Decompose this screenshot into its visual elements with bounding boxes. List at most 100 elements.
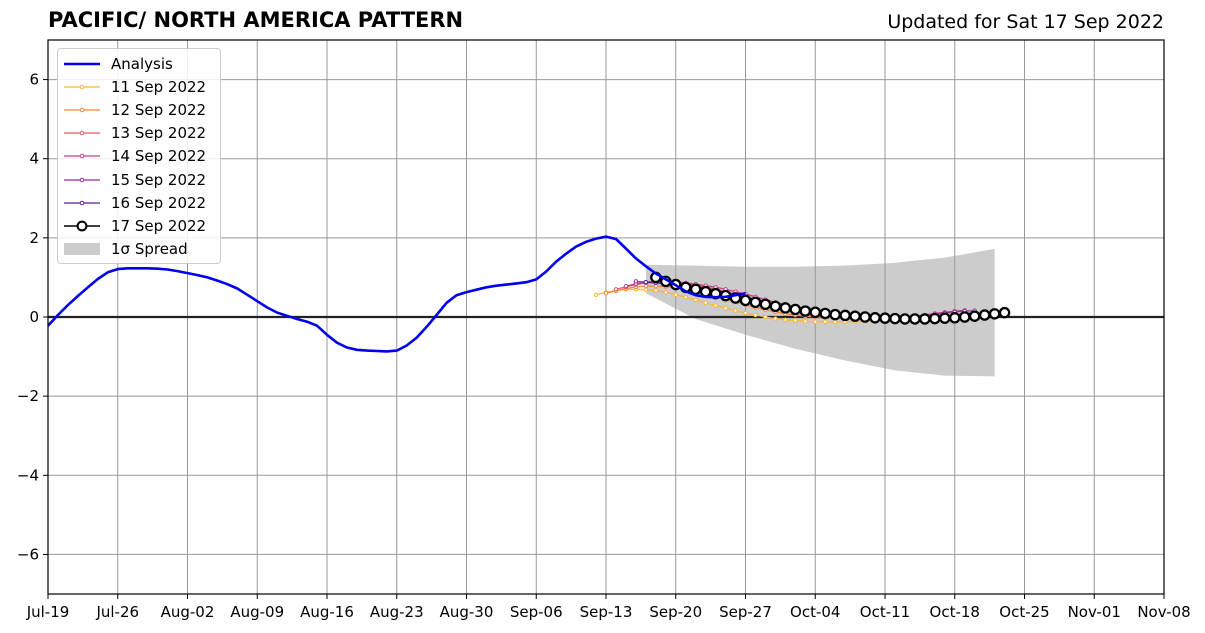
forecast-point-latest	[958, 311, 971, 323]
y-tick-label: −6	[17, 545, 39, 563]
x-tick-label: Sep-06	[510, 603, 563, 621]
forecast-point-latest	[799, 305, 812, 317]
x-tick-label: Aug-09	[230, 603, 284, 621]
forecast-point-latest	[929, 312, 941, 325]
forecast-point-latest	[869, 312, 881, 324]
forecast-point-0	[683, 295, 688, 300]
forecast-point-5	[643, 279, 649, 285]
legend-label: Analysis	[111, 54, 173, 73]
axis-layer: −6 −4 −2 0 2 4 6 Jul-19 Jul-26 Aug-02 Aug-09 Aug-16…	[17, 39, 1191, 621]
chart-title: PACIFIC/ NORTH AMERICA PATTERN	[48, 8, 464, 32]
forecast-point-latest	[909, 313, 921, 325]
y-tick-label: 0	[29, 308, 39, 326]
y-tick-label: −2	[17, 387, 39, 405]
forecast-point-latest	[968, 310, 981, 322]
forecast-point-4	[633, 279, 639, 284]
forecast-point-latest	[859, 311, 871, 323]
chart-subtitle: Updated for Sat 17 Sep 2022	[887, 11, 1164, 33]
legend-label: 14 Sep 2022	[111, 147, 207, 166]
forecast-point-0	[832, 319, 838, 324]
forecast-point-latest	[759, 298, 772, 311]
forecast-point-0	[783, 317, 788, 322]
y-tick-label: −4	[17, 466, 39, 484]
forecast-point-0	[593, 292, 599, 298]
forecast-point-latest	[949, 312, 961, 324]
forecast-point-0	[643, 287, 649, 292]
legend-swatch	[64, 62, 100, 65]
forecast-point-latest	[749, 296, 762, 309]
forecast-point-0	[803, 319, 808, 324]
forecast-point-latest	[988, 308, 1001, 320]
forecast-point-latest	[809, 306, 822, 319]
forecast-point-0	[773, 316, 778, 321]
forecast-point-latest	[939, 312, 951, 324]
legend-label: 17 Sep 2022	[111, 216, 207, 235]
legend-label: 15 Sep 2022	[111, 170, 207, 189]
forecast-point-latest	[849, 310, 861, 322]
legend-entry: 17 Sep 2022	[58, 214, 220, 237]
forecast-point-0	[753, 312, 758, 318]
legend-entry: 14 Sep 2022	[58, 145, 220, 168]
x-tick-label: Oct-04	[790, 603, 840, 621]
legend-swatch	[64, 220, 100, 232]
x-tick-label: Oct-18	[930, 603, 980, 621]
forecast-point-0	[663, 290, 668, 295]
legend-swatch	[64, 107, 100, 113]
forecast-point-0	[763, 314, 768, 320]
legend-entry: 1σ Spread	[58, 238, 220, 261]
legend-entry: 13 Sep 2022	[58, 122, 220, 145]
x-tick-label: Jul-19	[26, 603, 70, 621]
y-tick-label: 4	[29, 150, 39, 168]
forecast-point-latest	[689, 283, 702, 296]
forecast-point-latest	[699, 285, 712, 298]
forecast-point-latest	[839, 309, 851, 322]
forecast-point-latest	[889, 312, 901, 325]
forecast-point-latest	[899, 313, 911, 325]
legend-label: 13 Sep 2022	[111, 124, 207, 143]
forecast-point-0	[813, 319, 818, 324]
legend-label: 1σ Spread	[111, 240, 188, 259]
analysis-line	[47, 235, 746, 353]
legend-swatch	[64, 177, 100, 182]
forecast-point-latest	[919, 313, 931, 325]
x-tick-label: Nov-08	[1137, 603, 1190, 621]
x-tick-label: Sep-13	[580, 603, 633, 621]
x-tick-label: Sep-20	[649, 603, 702, 621]
forecast-point-latest	[879, 312, 891, 324]
forecast-point-0	[693, 297, 698, 303]
forecast-point-1	[603, 291, 609, 296]
x-tick-label: Aug-23	[370, 603, 424, 621]
forecast-point-0	[743, 310, 748, 316]
legend-entry: 15 Sep 2022	[58, 168, 220, 191]
forecast-point-0	[823, 319, 828, 324]
forecast-point-0	[733, 308, 738, 313]
legend-label: 11 Sep 2022	[111, 77, 207, 96]
forecast-point-0	[703, 300, 708, 305]
legend-entry: 16 Sep 2022	[58, 191, 220, 214]
legend-swatch	[64, 84, 100, 90]
forecast-point-latest	[998, 306, 1011, 319]
forecast-point-latest	[829, 308, 841, 321]
x-tick-label: Aug-30	[440, 603, 494, 621]
forecast-point-0	[673, 292, 678, 298]
forecast-point-latest	[819, 307, 831, 320]
x-tick-label: Jul-26	[95, 603, 139, 621]
x-tick-label: Nov-01	[1068, 603, 1121, 621]
legend-swatch	[64, 130, 100, 136]
legend-swatch	[64, 154, 100, 159]
forecast-point-3	[623, 283, 629, 289]
forecast-point-latest	[978, 309, 991, 321]
y-tick-label: 6	[29, 71, 39, 89]
legend-entry: 12 Sep 2022	[58, 98, 220, 121]
legend: Analysis 11 Sep 2022 12 Sep 2022 13 Sep 202…	[57, 48, 221, 264]
x-tick-label: Oct-25	[999, 603, 1049, 621]
forecast-point-latest	[739, 294, 752, 307]
legend-label: 12 Sep 2022	[111, 100, 207, 119]
forecast-point-0	[793, 318, 798, 323]
forecast-point-latest	[779, 302, 792, 314]
forecast-point-latest	[769, 300, 782, 313]
legend-swatch	[64, 200, 100, 206]
forecast-point-2	[613, 287, 619, 292]
forecast-point-latest	[789, 303, 802, 316]
